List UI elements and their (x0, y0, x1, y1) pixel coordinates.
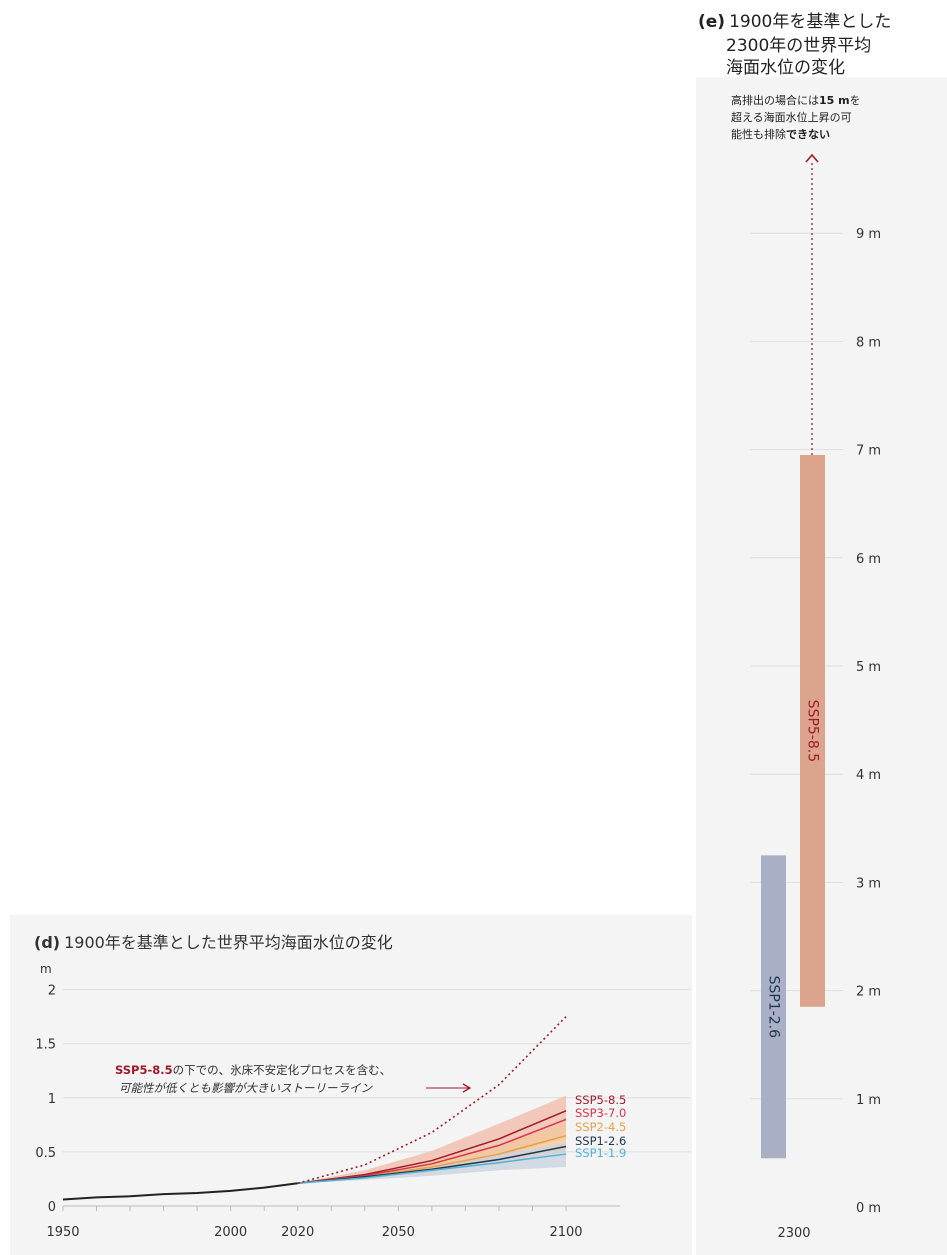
panel-d-ytick-label: 0.5 (35, 1146, 56, 1161)
panel-e-ytick-label: 0 m (856, 1201, 881, 1216)
panel-d-ytick-label: 1 (48, 1092, 56, 1107)
panel-e-high-arrowhead (805, 153, 819, 163)
panel-e-note-line3: 能性も排除できない (731, 127, 830, 141)
panel-d-title: (d) 1900年を基準とした世界平均海面水位の変化 (34, 933, 393, 952)
panel-e-ytick-label: 3 m (856, 876, 881, 891)
panel-e-ytick-label: 4 m (856, 768, 881, 783)
panel-d-xtick-label: 2000 (214, 1225, 247, 1240)
storyline-annotation-line1: SSP5-8.5の下での、氷床不安定化プロセスを含む、 (115, 1063, 391, 1077)
panel-e-ytick-label: 6 m (856, 552, 881, 567)
panel-e-note-line2: 超える海面水位上昇の可 (731, 110, 852, 124)
panel-d-ytick-label: 0 (48, 1200, 56, 1215)
panel-d-series-label: SSP2-4.5 (575, 1120, 626, 1134)
panel-d-observed-line (62, 1182, 298, 1201)
panel-e-ytick-label: 2 m (856, 985, 881, 1000)
panel-d-series-label: SSP1-2.6 (575, 1134, 626, 1148)
storyline-annotation-line2: 可能性が低くとも影響が大きいストーリーライン (119, 1081, 373, 1095)
panel-e-xtick-label: 2300 (777, 1226, 810, 1241)
panel-d-series-label: SSP1-1.9 (575, 1146, 626, 1160)
panel-d-xtick-label: 2100 (549, 1225, 582, 1240)
panel-d-background (10, 915, 692, 1255)
panel-d-ytick-label: 2 (48, 984, 56, 999)
panel-e-ytick-label: 5 m (856, 660, 881, 675)
panel-e-ytick-label: 8 m (856, 335, 881, 350)
panel-e-bar-ssp5-8.5 (800, 455, 825, 1007)
panel-e-label: (e) (698, 12, 725, 32)
panel-e-chart: (e) 1900年を基準とした 2300年の世界平均 海面水位の変化 高排出の場合… (698, 12, 891, 1241)
panel-d-line-ssp1-1.9 (297, 1153, 567, 1185)
panel-e-bar-ssp1-2.6 (761, 855, 786, 1159)
panel-e-title-line3: 海面水位の変化 (726, 58, 845, 78)
panel-e-title-line2: 2300年の世界平均 (726, 36, 871, 56)
panel-d-xtick-label: 2020 (281, 1225, 314, 1240)
panel-e-ytick-label: 1 m (856, 1093, 881, 1108)
panel-e-ytick-label: 9 m (856, 227, 881, 242)
panel-d-unit: m (40, 962, 52, 976)
panel-d-ytick-label: 1.5 (35, 1038, 56, 1053)
panel-e-title-line1: 1900年を基準とした (729, 12, 891, 32)
panel-e-note-line1: 高排出の場合には15 mを (731, 93, 861, 107)
panel-e-bar-label: SSP1-2.6 (766, 976, 782, 1039)
panel-d-band-ssp1-1.9 (297, 1143, 566, 1184)
panel-e-bar-label: SSP5-8.5 (805, 700, 821, 762)
panel-d-xtick-label: 1950 (46, 1225, 79, 1240)
panel-d-xtick-label: 2050 (382, 1225, 415, 1240)
panel-d-chart: (d) 1900年を基準とした世界平均海面水位の変化 m 0 0.5 1 1.5 2 195… (34, 933, 690, 1240)
panel-d-series-label: SSP5-8.5 (575, 1093, 626, 1107)
panel-e-ytick-label: 7 m (856, 444, 881, 459)
panel-d-series-label: SSP3-7.0 (575, 1106, 626, 1120)
panel-e-title: (e) 1900年を基準とした (698, 12, 891, 32)
panel-d-storyline-line (297, 1016, 567, 1185)
